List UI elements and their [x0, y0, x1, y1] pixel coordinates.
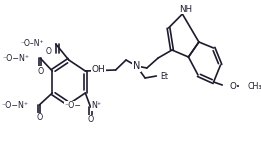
Text: Et: Et: [161, 71, 169, 81]
Text: ⁻O−N⁺: ⁻O−N⁺: [3, 54, 30, 62]
Text: N⁺: N⁺: [91, 101, 102, 111]
Text: NH: NH: [179, 5, 192, 14]
Text: O: O: [229, 81, 236, 91]
Text: ⁻O−N⁺: ⁻O−N⁺: [2, 101, 29, 110]
Text: ⁻O–N⁺: ⁻O–N⁺: [20, 39, 44, 47]
Text: OH: OH: [91, 65, 105, 74]
Text: O: O: [46, 46, 51, 56]
Text: N: N: [133, 61, 140, 71]
Text: O: O: [87, 116, 94, 125]
Text: O: O: [36, 113, 42, 122]
Text: CH₃: CH₃: [247, 81, 261, 91]
Text: O: O: [37, 66, 43, 76]
Text: ⁻O−: ⁻O−: [65, 101, 82, 111]
